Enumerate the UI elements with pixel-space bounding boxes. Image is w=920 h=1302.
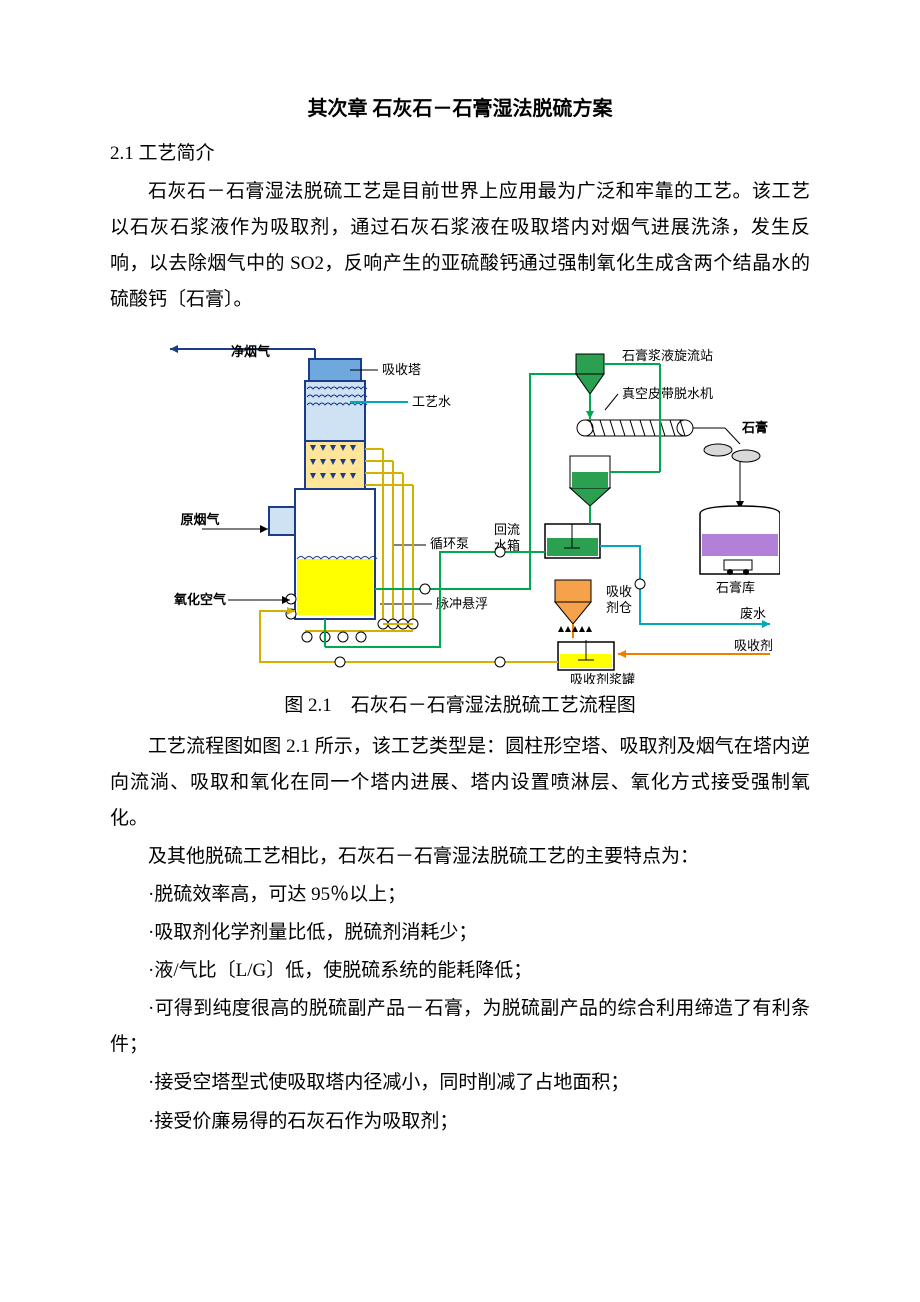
bullet-item: ·脱硫效率高，可达 95％以上； [110,877,810,913]
bullet-item: ·可得到纯度很高的脱硫副产品－石膏，为脱硫副产品的综合利用缔造了有利条件； [110,991,810,1063]
svg-text:石膏库: 石膏库 [716,580,755,595]
intro-paragraph: 石灰石－石膏湿法脱硫工艺是目前世界上应用最为广泛和牢靠的工艺。该工艺以石灰石浆液… [110,174,810,318]
svg-text:氧化空气: 氧化空气 [173,592,226,607]
svg-text:工艺水: 工艺水 [412,394,451,409]
svg-text:吸收: 吸收 [606,584,632,599]
chapter-title: 其次章 石灰石－石膏湿法脱硫方案 [110,90,810,128]
section-heading: 2.1 工艺简介 [110,136,810,172]
svg-text:脉冲悬浮: 脉冲悬浮 [436,596,488,611]
svg-text:吸收塔: 吸收塔 [382,362,421,377]
svg-text:真空皮带脱水机: 真空皮带脱水机 [622,386,713,401]
figure-caption: 图 2.1 石灰石－石膏湿法脱硫工艺流程图 [110,688,810,724]
bullet-item: ·接受价廉易得的石灰石作为吸取剂； [110,1104,810,1140]
paragraph-after-figure: 工艺流程图如图 2.1 所示，该工艺类型是：圆柱形空塔、吸取剂及烟气在塔内逆向流… [110,729,810,837]
svg-text:净烟气: 净烟气 [231,344,270,359]
svg-text:吸收剂: 吸收剂 [734,638,773,653]
process-flow-diagram: 净烟气吸收塔工艺水原烟气循环泵氧化空气 脉冲悬浮 石膏浆液旋流站真空皮带脱水机石膏石… [140,324,780,684]
svg-text:循环泵: 循环泵 [430,536,469,551]
svg-text:石膏: 石膏 [741,420,768,435]
bullet-item: ·吸取剂化学剂量比低，脱硫剂消耗少； [110,915,810,951]
document-page: 其次章 石灰石－石膏湿法脱硫方案 2.1 工艺简介 石灰石－石膏湿法脱硫工艺是目… [0,0,920,1202]
svg-text:废水: 废水 [740,606,766,621]
svg-text:剂仓: 剂仓 [606,600,632,615]
paragraph-compare: 及其他脱硫工艺相比，石灰石－石膏湿法脱硫工艺的主要特点为： [110,839,810,875]
svg-text:吸收剂浆罐: 吸收剂浆罐 [570,672,635,684]
bullet-item: ·接受空塔型式使吸取塔内径减小，同时削减了占地面积； [110,1065,810,1101]
svg-text:石膏浆液旋流站: 石膏浆液旋流站 [622,348,713,363]
bullet-item: ·液/气比〔L/G〕低，使脱硫系统的能耗降低； [110,953,810,989]
svg-text:原烟气: 原烟气 [180,512,219,527]
svg-text:回流: 回流 [494,522,520,537]
